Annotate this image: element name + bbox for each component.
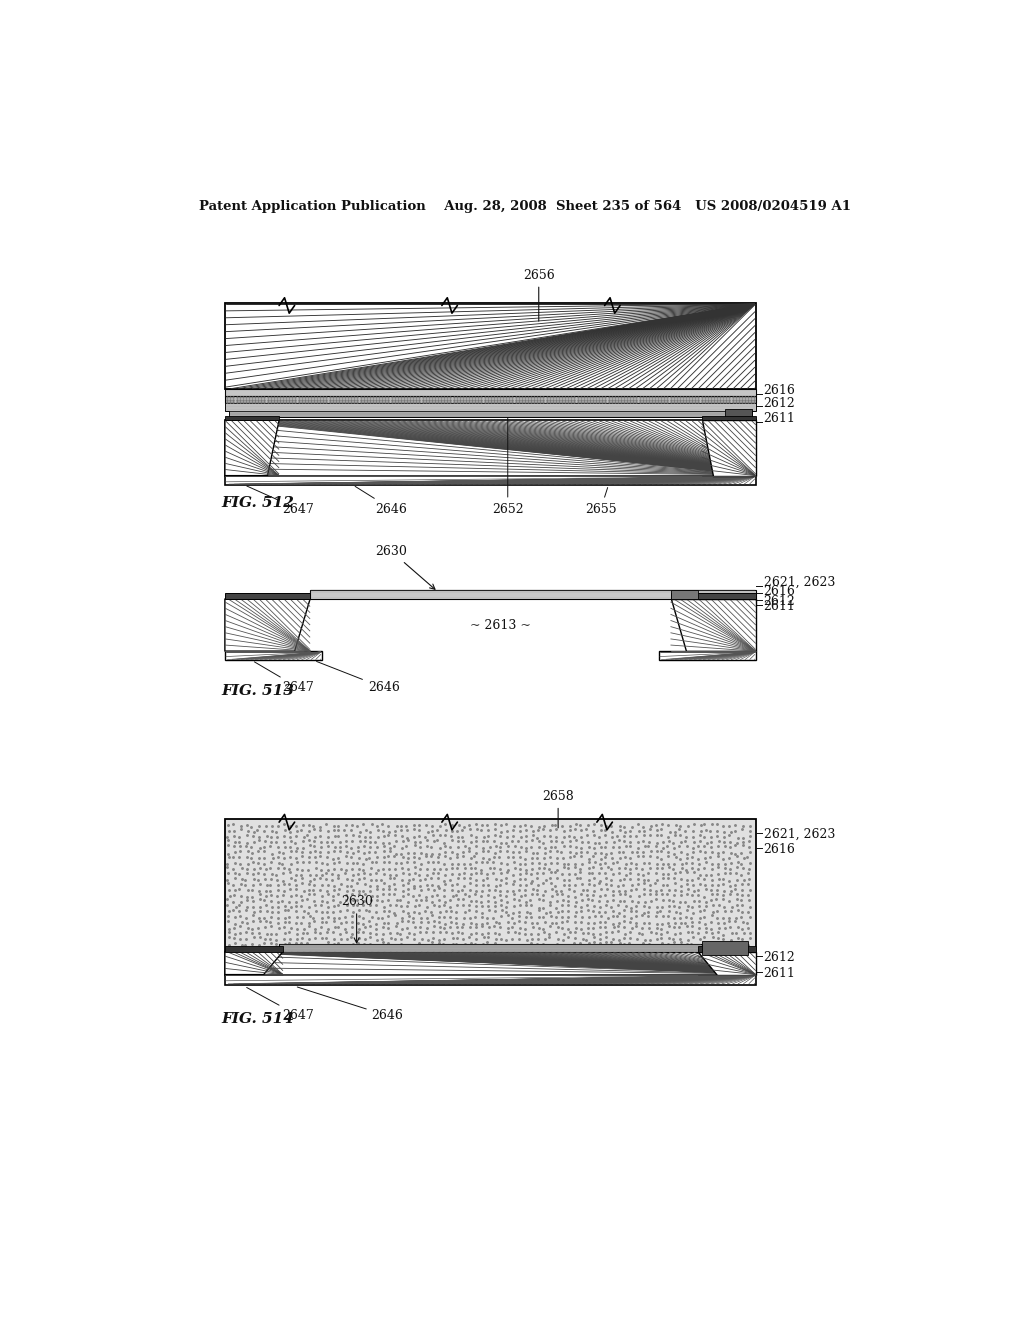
Text: 2647: 2647: [247, 987, 314, 1022]
Text: 2656: 2656: [523, 268, 555, 321]
Bar: [701, 416, 756, 420]
Bar: [225, 952, 756, 974]
Text: FIG. 513: FIG. 513: [221, 684, 294, 698]
Bar: [658, 651, 756, 660]
Text: 2616: 2616: [764, 585, 796, 598]
Bar: [225, 594, 310, 599]
Bar: [225, 420, 756, 475]
Text: 2611: 2611: [764, 601, 796, 612]
Text: ~ 2613 ~: ~ 2613 ~: [423, 958, 484, 972]
Text: 2616: 2616: [764, 384, 796, 397]
Bar: [280, 944, 701, 952]
Text: 2621, 2623: 2621, 2623: [764, 576, 835, 589]
Text: 2658: 2658: [543, 789, 574, 828]
Polygon shape: [701, 420, 756, 475]
Polygon shape: [225, 952, 283, 974]
Polygon shape: [671, 599, 756, 651]
Bar: [701, 941, 748, 954]
Bar: [225, 404, 756, 411]
Bar: [671, 590, 697, 599]
Bar: [725, 409, 752, 418]
Text: 2611: 2611: [764, 412, 796, 425]
Bar: [310, 590, 756, 599]
Bar: [228, 411, 752, 417]
Text: 2612: 2612: [764, 595, 796, 609]
Bar: [225, 389, 756, 396]
Text: 2612: 2612: [764, 397, 796, 409]
Text: 2621, 2623: 2621, 2623: [764, 828, 835, 841]
Bar: [697, 946, 756, 952]
Bar: [225, 946, 283, 952]
Text: 2646: 2646: [355, 486, 408, 516]
Bar: [225, 416, 280, 420]
Bar: [225, 651, 322, 660]
Text: 2655: 2655: [585, 487, 616, 516]
Text: 2646: 2646: [316, 661, 399, 694]
Polygon shape: [225, 420, 280, 475]
Polygon shape: [225, 599, 310, 651]
Text: FIG. 514: FIG. 514: [221, 1012, 294, 1026]
Text: FIG. 512: FIG. 512: [221, 496, 294, 511]
Text: 2646: 2646: [297, 987, 403, 1022]
Text: 2647: 2647: [247, 486, 314, 516]
Text: 2616: 2616: [764, 843, 796, 857]
Bar: [225, 304, 756, 389]
Bar: [225, 396, 756, 404]
Text: 2630: 2630: [376, 545, 435, 589]
Bar: [225, 818, 756, 952]
Text: 2647: 2647: [254, 661, 314, 694]
Bar: [671, 594, 756, 599]
Polygon shape: [697, 952, 756, 974]
Bar: [225, 974, 756, 985]
Text: 2652: 2652: [492, 417, 523, 516]
Text: 2630: 2630: [341, 895, 373, 942]
Bar: [225, 475, 756, 484]
Text: 2612: 2612: [764, 952, 796, 964]
Text: Patent Application Publication    Aug. 28, 2008  Sheet 235 of 564   US 2008/0204: Patent Application Publication Aug. 28, …: [199, 199, 851, 213]
Text: 2611: 2611: [764, 966, 796, 979]
Text: ~ 2613 ~: ~ 2613 ~: [470, 619, 530, 632]
